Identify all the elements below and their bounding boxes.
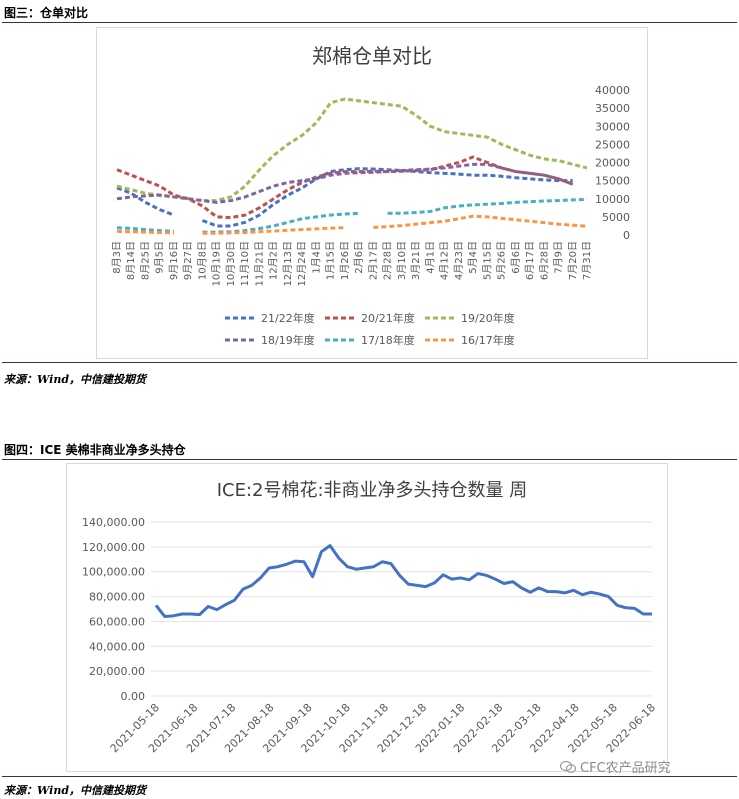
- chart1-series-line: [116, 226, 175, 233]
- chart1-xtick-label: 12月2日: [268, 241, 280, 280]
- figure4-top-rule: [2, 459, 737, 460]
- chart2-ytick-label: 120,000.00: [82, 541, 145, 554]
- chart1-xtick-label: 7月9日: [553, 241, 565, 274]
- chart1-series-line: [116, 162, 574, 204]
- chart1-xtick-label: 11月10日: [239, 241, 251, 286]
- chart1-xtick-label: 7月31日: [581, 241, 593, 280]
- figure4-bottom-rule: [2, 776, 737, 777]
- chart1-xtick-label: 2月17日: [367, 241, 379, 280]
- chart1-xtick-label: 10月30日: [225, 241, 237, 286]
- chart1-xtick-label: 10月8日: [196, 241, 208, 280]
- chart2-series-line: [154, 544, 652, 618]
- chart1-series-line: [116, 155, 574, 220]
- chart1-xtick-label: 6月6日: [510, 241, 522, 274]
- chart1-ytick-label: 15000: [595, 175, 630, 188]
- chart1-ytick-label: 20000: [595, 157, 630, 170]
- chart1-xtick-label: 12月13日: [282, 241, 294, 286]
- figure3-heading: 图三：仓单对比: [4, 6, 89, 20]
- chart1-series-line: [373, 214, 588, 229]
- chart1-xtick-label: 2月28日: [382, 241, 394, 280]
- chart1-xtick-label: 1月26日: [339, 241, 351, 280]
- chart1-xtick-label: 1月4日: [310, 241, 322, 274]
- wechat-icon: [560, 760, 576, 773]
- chart1-ytick-label: 35000: [595, 102, 630, 115]
- chart1-xtick-label: 5月4日: [467, 241, 479, 274]
- chart1-xtick-label: 4月23日: [453, 241, 465, 280]
- chart1-xtick-label: 4月1日: [424, 241, 436, 274]
- chart1-ytick-label: 40000: [595, 84, 630, 97]
- chart2-ytick-label: 0.00: [121, 690, 146, 703]
- chart1-series-line: [116, 229, 175, 235]
- chart2-ytick-label: 60,000.00: [89, 615, 145, 628]
- chart1-series-line: [116, 97, 588, 203]
- chart1-xtick-label: 7月20日: [567, 241, 579, 280]
- chart1-xtick-label: 3月21日: [410, 241, 422, 280]
- chart1-xtick-label: 5月26日: [496, 241, 508, 280]
- chart1-xtick-label: 6月28日: [538, 241, 550, 280]
- chart1-xtick-label: 11月21日: [253, 241, 265, 286]
- chart1-legend-label: 17/18年度: [361, 333, 415, 347]
- chart2-ytick-label: 100,000.00: [82, 566, 145, 579]
- chart1-ytick-label: 25000: [595, 138, 630, 151]
- chart1-series-line: [387, 197, 588, 215]
- chart1-series-line: [116, 186, 175, 217]
- chart1-xtick-label: 9月16日: [168, 241, 180, 280]
- chart1-legend-label: 16/17年度: [461, 333, 515, 347]
- chart1-legend-label: 18/19年度: [261, 333, 315, 347]
- ice-net-long-chart: ICE:2号棉花:非商业净多头持仓数量 周 0.00 20,000.00 40,00…: [82, 480, 658, 755]
- chart2-title: ICE:2号棉花:非商业净多头持仓数量 周: [217, 480, 528, 501]
- chart1-series-line: [201, 167, 573, 228]
- chart1-xtick-label: 9月5日: [154, 241, 166, 274]
- chart1-legend-label: 20/21年度: [361, 311, 415, 325]
- chart1-xtick-label: 12月24日: [296, 241, 308, 286]
- figure4-source: 来源：Wind，中信建投期货: [4, 784, 147, 797]
- figure4-heading: 图四：ICE 美棉非商业净多头持仓: [4, 443, 186, 457]
- chart1-ytick-label: 30000: [595, 120, 630, 133]
- chart2-ytick-label: 40,000.00: [89, 640, 145, 653]
- chart2-frame: ICE:2号棉花:非商业净多头持仓数量 周 0.00 20,000.00 40,00…: [66, 463, 668, 772]
- chart1-xtick-label: 4月12日: [439, 241, 451, 280]
- chart1-ytick-label: 10000: [595, 193, 630, 206]
- chart2-ytick-label: 20,000.00: [89, 665, 145, 678]
- chart1-legend-label: 19/20年度: [461, 311, 515, 325]
- chart1-xtick-label: 6月17日: [524, 241, 536, 280]
- chart2-ytick-label: 80,000.00: [89, 591, 145, 604]
- chart1-frame: 郑棉仓单对比 0 5000 10000 15000 20000 25000 30000 350…: [96, 27, 648, 359]
- chart1-legend-label: 21/22年度: [261, 311, 315, 325]
- watermark-text: CFC农产品研究: [580, 761, 671, 776]
- figure3-top-rule: [2, 22, 737, 23]
- figure3-bottom-rule: [2, 362, 737, 363]
- chart1-xtick-label: 10月19日: [211, 241, 223, 286]
- chart2-ytick-label: 140,000.00: [82, 516, 145, 529]
- chart1-ytick-label: 5000: [602, 211, 630, 224]
- figure3-source: 来源：Wind，中信建投期货: [4, 373, 147, 386]
- chart1-title: 郑棉仓单对比: [312, 44, 432, 68]
- chart1-xtick-label: 5月15日: [481, 241, 493, 280]
- watermark: CFC农产品研究: [560, 757, 671, 776]
- warehouse-receipt-chart: 郑棉仓单对比 0 5000 10000 15000 20000 25000 30000 350…: [111, 44, 630, 347]
- chart1-series-line: [202, 226, 345, 235]
- chart1-xtick-label: 8月25日: [139, 241, 151, 280]
- chart1-xtick-label: 8月3日: [111, 241, 123, 274]
- chart1-xtick-label: 3月10日: [396, 241, 408, 280]
- chart1-xtick-label: 9月27日: [182, 241, 194, 280]
- chart1-ytick-label: 0: [623, 229, 630, 242]
- chart1-xtick-label: 1月15日: [325, 241, 337, 280]
- chart1-xtick-label: 2月6日: [353, 241, 365, 274]
- chart1-xtick-label: 8月14日: [125, 241, 137, 280]
